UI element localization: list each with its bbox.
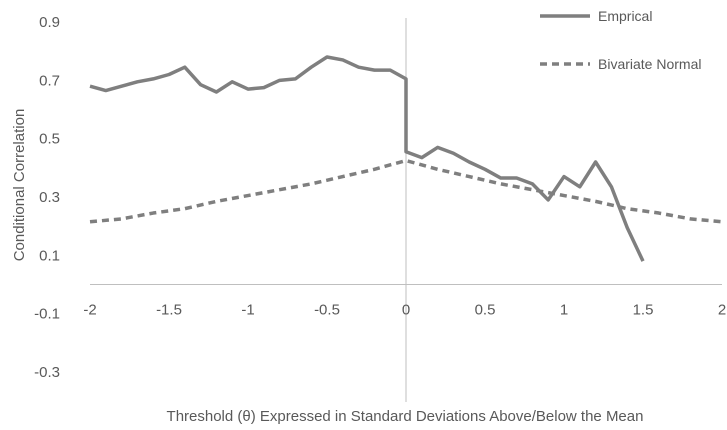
axes-layer bbox=[90, 18, 722, 402]
y-tick-label: 0.5 bbox=[39, 131, 60, 148]
y-tick-label: 0.7 bbox=[39, 72, 60, 89]
x-tick-label: -1 bbox=[241, 302, 254, 319]
empirical-legend-label: Emprical bbox=[598, 8, 652, 24]
empirical-series-line bbox=[89, 55, 645, 262]
x-tick-labels: -2 -1.5 -1 -0.5 0 0.5 1 1.5 2 bbox=[83, 302, 726, 319]
y-tick-label: 0.3 bbox=[39, 189, 60, 206]
y-tick-label: 0.1 bbox=[39, 247, 60, 264]
x-tick-label: 0 bbox=[402, 302, 410, 319]
bivariate-normal-legend-label: Bivariate Normal bbox=[598, 56, 701, 72]
x-axis-title: Threshold (θ) Expressed in Standard Devi… bbox=[167, 408, 644, 425]
x-tick-label: -2 bbox=[83, 302, 96, 319]
y-tick-label: -0.3 bbox=[34, 364, 60, 381]
legend: Emprical Bivariate Normal bbox=[540, 8, 701, 72]
series-layer bbox=[89, 55, 723, 262]
x-tick-label: 2 bbox=[718, 302, 726, 319]
x-tick-label: -1.5 bbox=[156, 302, 182, 319]
x-tick-label: 0.5 bbox=[475, 302, 496, 319]
x-tick-label: -0.5 bbox=[314, 302, 340, 319]
y-tick-labels: -0.3 -0.1 0.1 0.3 0.5 0.7 0.9 bbox=[34, 14, 60, 381]
y-axis-title: Conditional Correlation bbox=[11, 109, 28, 262]
y-tick-label: 0.9 bbox=[39, 14, 60, 31]
x-tick-label: 1 bbox=[560, 302, 568, 319]
x-tick-label: 1.5 bbox=[633, 302, 654, 319]
y-tick-label: -0.1 bbox=[34, 306, 60, 323]
